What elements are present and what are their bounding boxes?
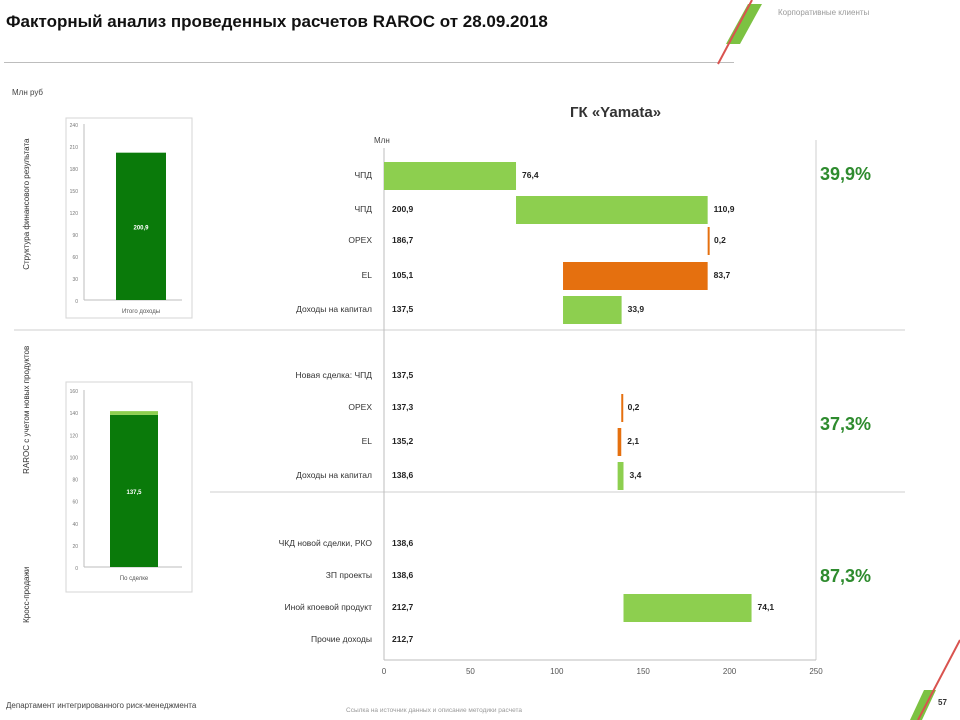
row-delta-value: 3,4 xyxy=(629,470,642,480)
mini-category-label: По сделке xyxy=(120,576,149,582)
row-label: Доходы на капитал xyxy=(296,470,372,480)
row-delta-value: 33,9 xyxy=(627,304,645,314)
waterfall-bar xyxy=(617,462,624,490)
mini-chart-1: 0 30 60 90 120 150 180 210 240 200,9 Итого доходы xyxy=(70,123,182,315)
row-base-value: 200,9 xyxy=(392,204,414,214)
page-number: 57 xyxy=(938,698,947,707)
x-tick-label: 200 xyxy=(723,667,737,676)
waterfall-x-ticks: 0 50 100 150 200 250 xyxy=(382,667,823,676)
row-base-value: 212,7 xyxy=(392,634,414,644)
row-label: Прочие доходы xyxy=(311,634,372,644)
mini-y-tick: 20 xyxy=(72,544,78,550)
row-label: Доходы на капитал xyxy=(296,304,372,314)
mini-y-tick: 90 xyxy=(72,233,78,239)
x-tick-label: 0 xyxy=(382,667,387,676)
waterfall-bar xyxy=(621,394,624,422)
mini-y-tick: 0 xyxy=(75,299,78,305)
units-label: Млн руб xyxy=(12,88,44,97)
waterfall-bar xyxy=(623,594,752,622)
row-delta-value: 110,9 xyxy=(713,204,735,214)
row-delta-value: 2,1 xyxy=(627,436,640,446)
brand-label: Корпоративные клиенты xyxy=(778,8,870,17)
footer-department: Департамент интегрированного риск-менедж… xyxy=(6,701,197,710)
row-label: OPEX xyxy=(348,235,372,245)
row-label: OPEX xyxy=(348,402,372,412)
row-base-value: 137,5 xyxy=(392,370,414,380)
row-label: ЧПД xyxy=(354,204,372,214)
row-delta-value: 0,2 xyxy=(627,402,640,412)
mini-y-tick: 240 xyxy=(70,123,79,129)
waterfall-bar xyxy=(617,428,622,456)
x-tick-label: 50 xyxy=(466,667,475,676)
chart-title: ГК «Yamata» xyxy=(570,104,662,121)
mini-chart-2: 0 20 40 60 80 100 120 140 160 137,5 По сделке xyxy=(70,389,182,582)
axis-unit-label: Млн xyxy=(374,136,390,145)
mini-y-tick: 120 xyxy=(70,211,79,217)
waterfall-bar xyxy=(384,162,517,190)
mini-y-tick: 80 xyxy=(72,478,78,484)
row-delta-value: 0,2 xyxy=(714,235,726,245)
row-base-value: 137,5 xyxy=(392,304,414,314)
waterfall-bar xyxy=(563,262,708,290)
mini-y-tick: 140 xyxy=(70,411,79,417)
mini-bar-value: 137,5 xyxy=(126,490,142,496)
footer-source: Ссылка на источник данных и описание мет… xyxy=(346,707,523,714)
waterfall-bars xyxy=(384,162,752,622)
waterfall-bar xyxy=(707,227,710,255)
mini-y-tick: 0 xyxy=(75,566,78,572)
row-base-value: 212,7 xyxy=(392,602,414,612)
row-base-value: 186,7 xyxy=(392,235,414,245)
row-label: EL xyxy=(361,270,372,280)
mini-y-tick: 60 xyxy=(72,500,78,506)
mini-y-tick: 180 xyxy=(70,167,79,173)
row-delta-value: 76,4 xyxy=(522,170,539,180)
mini-bar xyxy=(116,152,166,300)
row-label: ЧКД новой сделки, РКО xyxy=(278,538,372,548)
percent-section-2: 37,3% xyxy=(820,414,872,434)
mini-category-label: Итого доходы xyxy=(122,309,160,315)
mini-y-tick: 120 xyxy=(70,433,79,439)
page-title: Факторный анализ проведенных расчетов RA… xyxy=(6,12,548,31)
mini-bar xyxy=(110,414,158,567)
row-label: Иной кпоевой продукт xyxy=(284,602,372,612)
row-base-value: 138,6 xyxy=(392,570,414,580)
mini-chart-frame-2 xyxy=(65,381,193,593)
mini-bar-value: 200,9 xyxy=(133,225,149,231)
mini-y-tick: 40 xyxy=(72,522,78,528)
waterfall-bar xyxy=(563,296,622,324)
row-base-value: 135,2 xyxy=(392,436,414,446)
mini-y-tick: 30 xyxy=(72,277,78,283)
mini-chart-frame-1 xyxy=(65,117,193,319)
row-base-value: 138,6 xyxy=(392,538,414,548)
x-tick-label: 250 xyxy=(809,667,823,676)
mini-y-tick: 210 xyxy=(70,145,79,151)
row-label: ЗП проекты xyxy=(325,570,372,580)
waterfall-bar xyxy=(516,196,708,224)
row-base-value: 138,6 xyxy=(392,470,414,480)
brand-stripe-top-red xyxy=(717,0,753,65)
mini-y-tick: 60 xyxy=(72,255,78,261)
row-delta-value: 83,7 xyxy=(713,270,731,280)
mini-y-tick: 100 xyxy=(70,455,79,461)
row-label: Новая сделка: ЧПД xyxy=(295,370,372,380)
row-base-value: 105,1 xyxy=(392,270,414,280)
mini-y-tick: 160 xyxy=(70,389,79,395)
x-tick-label: 100 xyxy=(550,667,564,676)
mini-bar-cap xyxy=(110,411,158,415)
row-label: ЧПД xyxy=(354,170,372,180)
mini-y-tick: 150 xyxy=(70,189,79,195)
x-tick-label: 150 xyxy=(637,667,651,676)
brand-stripe-bottom-red xyxy=(917,639,960,720)
percent-section-3: 87,3% xyxy=(820,566,872,586)
percent-section-1: 39,9% xyxy=(820,164,872,184)
row-label: EL xyxy=(361,436,372,446)
row-delta-value: 74,1 xyxy=(757,602,775,612)
row-base-value: 137,3 xyxy=(392,402,414,412)
title-divider xyxy=(4,62,734,63)
